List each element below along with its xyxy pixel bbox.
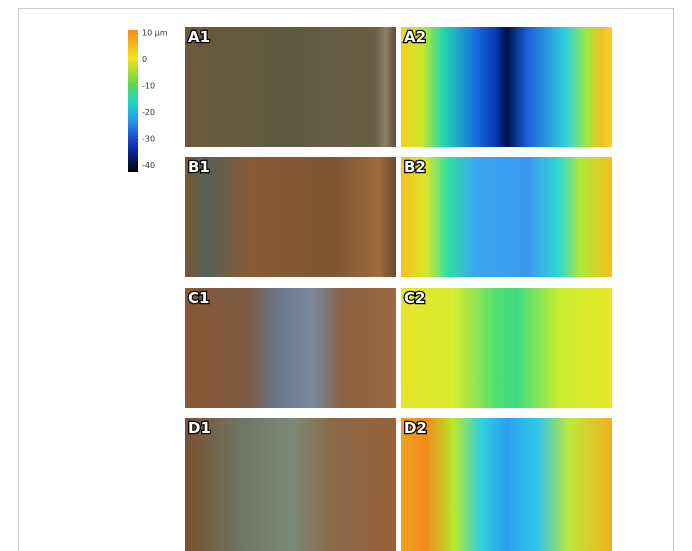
panel-label: B1 <box>188 158 210 176</box>
optical-image <box>185 157 396 277</box>
colorbar-label: -30 <box>142 135 155 144</box>
colorbar-label: 10 µm <box>142 29 168 38</box>
figure: 10 µm 0 -10 -20 -30 -40 A1 A2 B1 B2 C1 C2 D1 D2 <box>0 0 692 551</box>
panel-label: A1 <box>188 28 210 46</box>
images <box>185 27 612 551</box>
panel-label: D2 <box>404 419 427 437</box>
colorbar-label: 0 <box>142 55 147 64</box>
panel-label: B2 <box>404 158 426 176</box>
colorbar <box>128 30 138 172</box>
panel-label: C2 <box>404 289 425 307</box>
height-map <box>401 157 612 277</box>
colorbar-label: -20 <box>142 108 155 117</box>
optical-image <box>185 27 396 147</box>
height-map <box>401 27 612 147</box>
colorbar-label: -40 <box>142 161 155 170</box>
height-map <box>401 288 612 408</box>
optical-image <box>185 418 396 551</box>
colorbar-label: -10 <box>142 82 155 91</box>
optical-image <box>185 288 396 408</box>
panel-label: D1 <box>188 419 211 437</box>
panel-label: A2 <box>404 28 426 46</box>
height-map <box>401 418 612 551</box>
panel-label: C1 <box>188 289 209 307</box>
